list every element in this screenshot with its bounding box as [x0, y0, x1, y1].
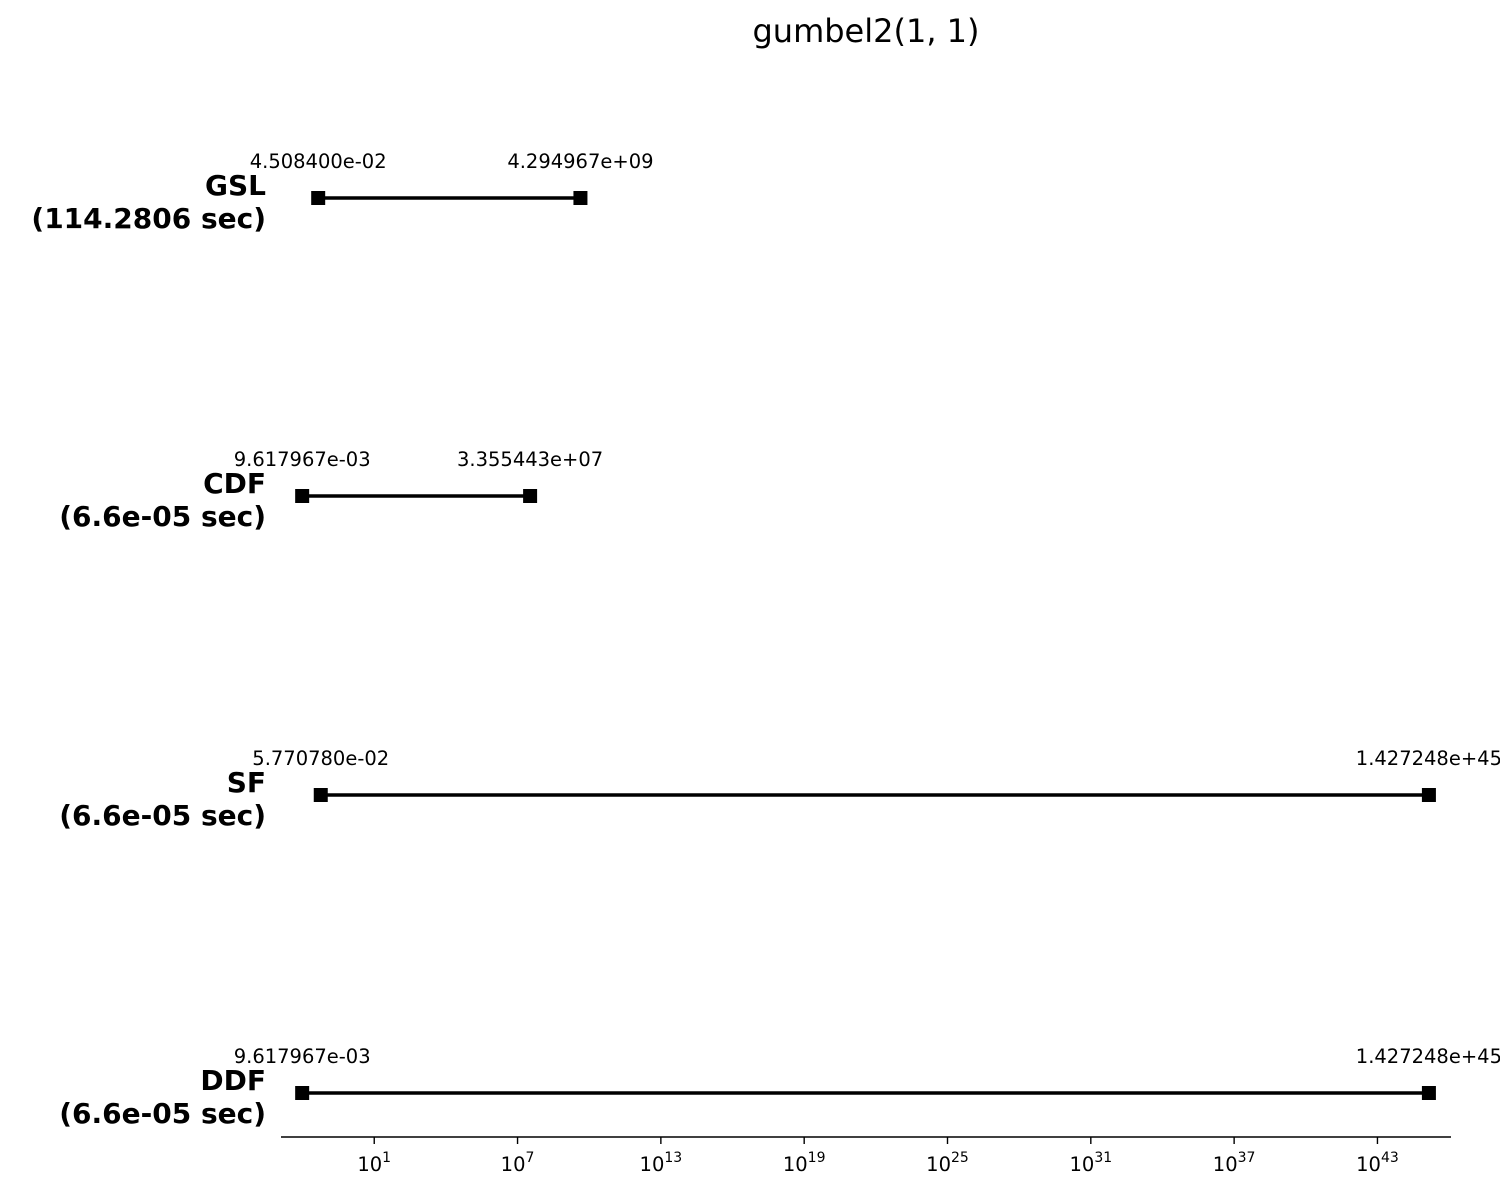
tick-base: 10 — [926, 1153, 951, 1176]
x-tick-label: 1031 — [1069, 1150, 1112, 1176]
row-timing: (114.2806 sec) — [31, 202, 266, 235]
row-name: GSL — [205, 169, 266, 202]
high-value-label: 4.294967e+09 — [507, 150, 653, 173]
row-timing: (6.6e-05 sec) — [59, 799, 266, 832]
low-marker — [313, 788, 328, 802]
tick-base: 10 — [1213, 1153, 1238, 1176]
chart-title: gumbel2(1, 1) — [752, 12, 979, 50]
x-axis: 101 107 1013 1019 1025 1031 1037 1043 — [281, 1136, 1451, 1176]
range-row-gsl: GSL (114.2806 sec)4.508400e-02 4.294967e+0… — [31, 150, 653, 235]
tick-base: 10 — [501, 1153, 526, 1176]
tick-exponent: 1 — [382, 1150, 391, 1166]
tick-base: 10 — [1356, 1153, 1381, 1176]
tick-exponent: 25 — [951, 1150, 969, 1166]
low-marker — [295, 489, 310, 503]
x-tick-label: 1019 — [783, 1150, 826, 1176]
x-tick-label: 1043 — [1356, 1150, 1399, 1176]
range-row-ddf: DDF (6.6e-05 sec)9.617967e-03 1.427248e+45 — [59, 1045, 1500, 1130]
row-name: DDF — [200, 1064, 266, 1097]
x-tick-label: 101 — [357, 1150, 391, 1176]
tick-exponent: 37 — [1238, 1150, 1256, 1166]
low-value-label: 5.770780e-02 — [252, 747, 389, 770]
high-value-label: 1.427248e+45 — [1356, 747, 1500, 770]
x-tick-label: 1037 — [1213, 1150, 1256, 1176]
tick-exponent: 7 — [526, 1150, 535, 1166]
tick-exponent: 19 — [808, 1150, 826, 1166]
high-marker — [573, 191, 588, 205]
low-marker — [295, 1086, 310, 1100]
high-marker — [523, 489, 538, 503]
x-tick-label: 107 — [501, 1150, 535, 1176]
range-row-sf: SF (6.6e-05 sec)5.770780e-02 1.427248e+45 — [59, 747, 1500, 832]
row-name: SF — [227, 766, 266, 799]
high-marker — [1421, 1086, 1436, 1100]
high-value-label: 3.355443e+07 — [457, 448, 603, 471]
row-label: DDF (6.6e-05 sec) — [59, 1064, 266, 1130]
tick-base: 10 — [1069, 1153, 1094, 1176]
tick-exponent: 13 — [664, 1150, 682, 1166]
high-value-label: 1.427248e+45 — [1356, 1045, 1500, 1068]
row-label: GSL (114.2806 sec) — [31, 169, 266, 235]
row-name: CDF — [203, 467, 266, 500]
row-timing: (6.6e-05 sec) — [59, 1097, 266, 1130]
tick-exponent: 31 — [1094, 1150, 1112, 1166]
x-tick-label: 1013 — [640, 1150, 683, 1176]
tick-exponent: 43 — [1381, 1150, 1399, 1166]
high-marker — [1421, 788, 1436, 802]
x-tick-label: 1025 — [926, 1150, 969, 1176]
tick-base: 10 — [783, 1153, 808, 1176]
range-row-cdf: CDF (6.6e-05 sec)9.617967e-03 3.355443e+07 — [59, 448, 603, 533]
rows-layer: GSL (114.2806 sec)4.508400e-02 4.294967e+0… — [31, 150, 1500, 1130]
low-marker — [311, 191, 326, 205]
row-label: CDF (6.6e-05 sec) — [59, 467, 266, 533]
tick-base: 10 — [357, 1153, 382, 1176]
low-value-label: 9.617967e-03 — [234, 448, 371, 471]
row-label: SF (6.6e-05 sec) — [59, 766, 266, 832]
row-timing: (6.6e-05 sec) — [59, 500, 266, 533]
low-value-label: 4.508400e-02 — [250, 150, 387, 173]
tick-base: 10 — [640, 1153, 665, 1176]
low-value-label: 9.617967e-03 — [234, 1045, 371, 1068]
